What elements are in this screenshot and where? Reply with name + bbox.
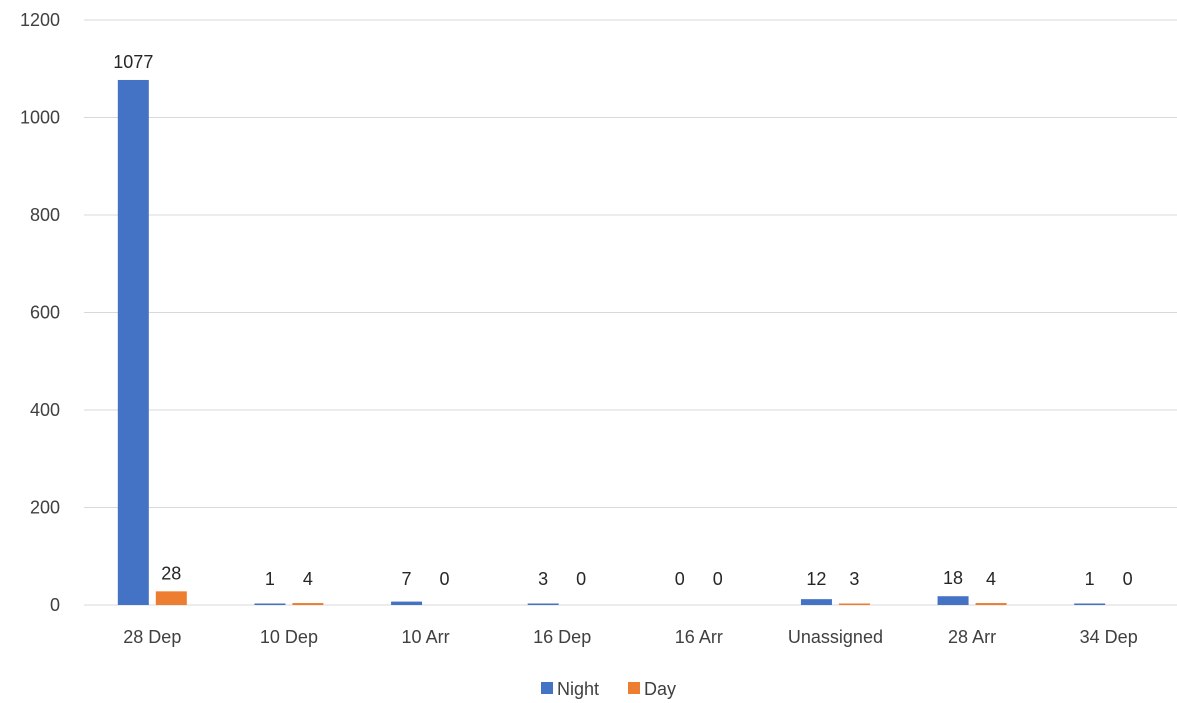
y-tick-label-600: 600 bbox=[30, 303, 60, 323]
legend-swatch-night bbox=[541, 682, 553, 694]
x-tick-label-0: 28 Dep bbox=[123, 627, 181, 647]
bar-night-3 bbox=[527, 603, 559, 605]
legend-label-day: Day bbox=[644, 679, 676, 699]
y-axis: 0 200 400 600 800 1000 1200 bbox=[20, 10, 60, 615]
bar-day-0 bbox=[155, 591, 187, 605]
data-label-day-6: 4 bbox=[986, 569, 996, 589]
bar-night-0 bbox=[117, 79, 149, 605]
gridlines bbox=[84, 19, 1177, 606]
bar-day-6 bbox=[975, 603, 1007, 605]
x-tick-label-5: Unassigned bbox=[788, 627, 883, 647]
bar-night-7 bbox=[1074, 603, 1106, 605]
data-label-night-2: 7 bbox=[402, 569, 412, 589]
y-tick-label-400: 400 bbox=[30, 400, 60, 420]
bars bbox=[117, 79, 1106, 605]
legend: Night Day bbox=[541, 679, 676, 699]
data-label-night-1: 1 bbox=[265, 569, 275, 589]
y-tick-label-0: 0 bbox=[50, 595, 60, 615]
x-tick-label-7: 34 Dep bbox=[1080, 627, 1138, 647]
bar-night-6 bbox=[937, 596, 969, 605]
data-label-day-2: 0 bbox=[440, 569, 450, 589]
y-tick-label-800: 800 bbox=[30, 205, 60, 225]
data-label-night-6: 18 bbox=[943, 568, 963, 588]
data-label-day-0: 28 bbox=[161, 563, 181, 583]
legend-swatch-day bbox=[628, 682, 640, 694]
data-label-night-3: 3 bbox=[538, 569, 548, 589]
legend-label-night: Night bbox=[557, 679, 599, 699]
bar-day-1 bbox=[292, 603, 324, 605]
x-axis: 28 Dep 10 Dep 10 Arr 16 Dep 16 Arr Unassigned… bbox=[123, 627, 1137, 647]
bar-night-1 bbox=[254, 603, 286, 605]
data-label-night-0: 1077 bbox=[113, 52, 153, 72]
data-label-day-4: 0 bbox=[713, 569, 723, 589]
data-label-day-5: 3 bbox=[849, 569, 859, 589]
x-tick-label-3: 16 Dep bbox=[533, 627, 591, 647]
y-tick-label-1200: 1200 bbox=[20, 10, 60, 30]
data-label-day-3: 0 bbox=[576, 569, 586, 589]
data-label-day-7: 0 bbox=[1123, 569, 1133, 589]
x-tick-label-2: 10 Arr bbox=[402, 627, 450, 647]
bar-day-5 bbox=[838, 603, 870, 605]
data-label-day-1: 4 bbox=[303, 569, 313, 589]
x-tick-label-1: 10 Dep bbox=[260, 627, 318, 647]
bar-night-5 bbox=[800, 599, 832, 605]
y-tick-label-1000: 1000 bbox=[20, 108, 60, 128]
y-tick-label-200: 200 bbox=[30, 498, 60, 518]
x-tick-label-4: 16 Arr bbox=[675, 627, 723, 647]
data-label-night-4: 0 bbox=[675, 569, 685, 589]
x-tick-label-6: 28 Arr bbox=[948, 627, 996, 647]
data-label-night-5: 12 bbox=[806, 569, 826, 589]
bar-night-2 bbox=[391, 601, 423, 605]
data-label-night-7: 1 bbox=[1085, 569, 1095, 589]
